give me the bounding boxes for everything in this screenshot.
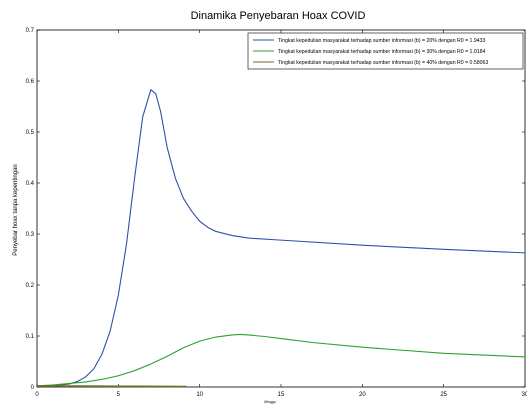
x-tick-label: 15 — [278, 392, 285, 398]
x-tick-label: 25 — [440, 392, 447, 398]
plot-area: 0 0.1 0.2 0.3 0.4 0.5 0.6 0.7 0 5 10 15 20 25 30 — [26, 28, 527, 398]
y-tick-label: 0.7 — [26, 28, 35, 34]
legend-entry: Tingkat kepedulian masyarakat terhadap s… — [278, 60, 488, 66]
legend-entry: Tingkat kepedulian masyarakat terhadap s… — [278, 38, 486, 44]
y-tick-label: 0.4 — [26, 181, 35, 187]
y-tick-label: 0.5 — [26, 130, 35, 136]
series-line-2 — [36, 333, 526, 387]
x-tick-label: 10 — [196, 392, 203, 398]
legend-entry: Tingkat kepedulian masyarakat terhadap s… — [278, 49, 486, 55]
chart-title: Dinamika Penyebaran Hoax COVID — [191, 10, 366, 22]
series-line-3 — [36, 385, 187, 388]
y-tick-label: 0.2 — [26, 283, 35, 289]
y-axis-label: Penyebar hoax tanpa kepentingan — [13, 164, 19, 255]
y-tick-label: 0 — [31, 385, 35, 391]
x-tick-label: 0 — [35, 392, 39, 398]
y-tick-label: 0.3 — [26, 232, 35, 238]
x-tick-label: 5 — [117, 392, 121, 398]
legend: Tingkat kepedulian masyarakat terhadap s… — [247, 32, 524, 70]
series-line-1 — [36, 89, 526, 388]
x-tick-label: 30 — [522, 392, 527, 398]
y-tick-label: 0.1 — [26, 334, 35, 340]
x-axis-label: Minggu — [264, 400, 276, 404]
legend-box — [247, 32, 524, 70]
y-tick-label: 0.6 — [26, 79, 35, 85]
x-tick-label: 20 — [359, 392, 366, 398]
